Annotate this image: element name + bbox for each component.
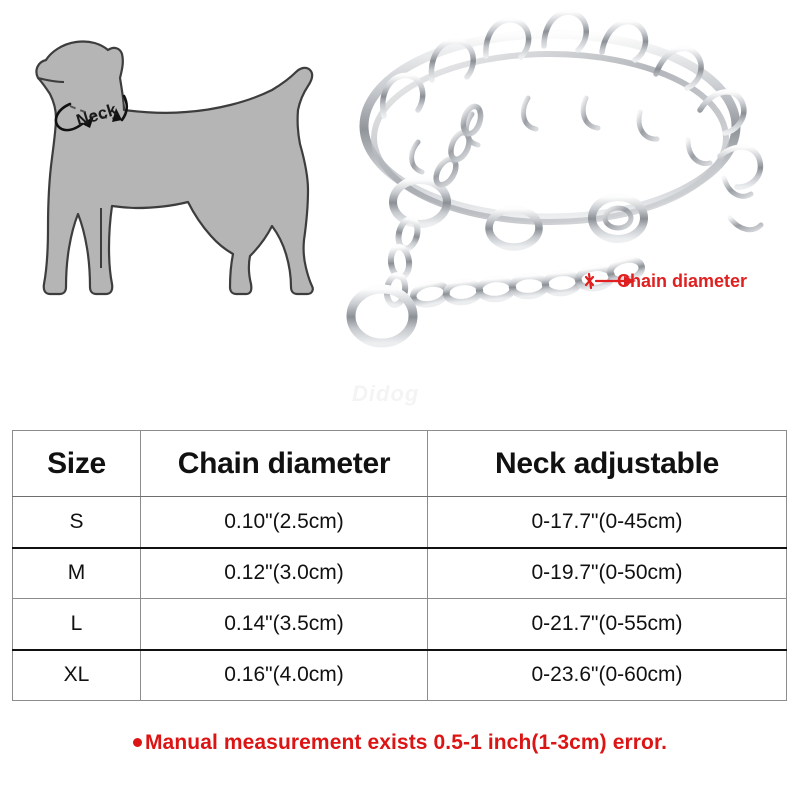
- cell-size: L: [12, 598, 141, 650]
- cell-size: M: [12, 546, 141, 599]
- cell-neck: 0-21.7"(0-55cm): [427, 598, 787, 650]
- cell-size: XL: [12, 648, 141, 701]
- header-neck-adjustable: Neck adjustable: [427, 430, 787, 497]
- measurement-disclaimer: Manual measurement exists 0.5-1 inch(1-3…: [0, 731, 800, 755]
- table-row: XL 0.16"(4.0cm) 0-23.6"(0-60cm): [12, 648, 787, 701]
- prong-collar-photo: [346, 9, 764, 348]
- cell-neck: 0-17.7"(0-45cm): [427, 496, 787, 548]
- table-row: M 0.12"(3.0cm) 0-19.7"(0-50cm): [12, 546, 787, 599]
- table-header-row: Size Chain diameter Neck adjustable: [12, 430, 787, 497]
- cell-size: S: [12, 496, 141, 548]
- bullet-dot-icon: [132, 738, 142, 747]
- illustration-area: Neck: [35, 9, 764, 406]
- cell-chain: 0.16"(4.0cm): [140, 648, 428, 701]
- header-chain-diameter: Chain diameter: [140, 430, 428, 497]
- chain-diameter-label: Chain diameter: [617, 271, 748, 291]
- cell-chain: 0.10"(2.5cm): [140, 496, 428, 548]
- cell-neck: 0-19.7"(0-50cm): [427, 546, 787, 599]
- dog-silhouette: [35, 40, 314, 296]
- cell-chain: 0.12"(3.0cm): [140, 546, 428, 599]
- header-size: Size: [12, 430, 141, 497]
- disclaimer-text: Manual measurement exists 0.5-1 inch(1-3…: [144, 731, 668, 754]
- cell-chain: 0.14"(3.5cm): [140, 598, 428, 650]
- table-row: S 0.10"(2.5cm) 0-17.7"(0-45cm): [12, 496, 787, 548]
- table-row: L 0.14"(3.5cm) 0-21.7"(0-55cm): [12, 598, 787, 650]
- cell-neck: 0-23.6"(0-60cm): [427, 648, 787, 701]
- size-chart-table: Size Chain diameter Neck adjustable S 0.…: [12, 430, 787, 701]
- brand-watermark: Didog: [352, 381, 420, 406]
